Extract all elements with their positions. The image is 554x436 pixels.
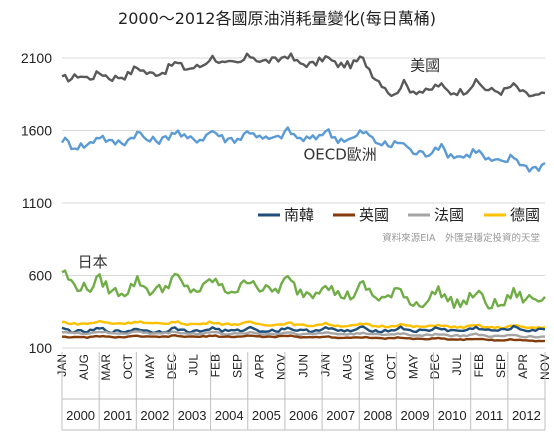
year-row: 2000 2001 2002 2003 2004 2005 2006 2007 2008 2009… bbox=[61, 352, 546, 431]
legend-label-france: 法國 bbox=[434, 206, 464, 224]
x-tick-label: OCT bbox=[121, 353, 135, 379]
x-tick-label: MAR bbox=[362, 354, 376, 381]
x-tick-label: APR bbox=[253, 354, 267, 379]
legend-label-uk: 英國 bbox=[359, 206, 389, 224]
y-tick-label: 1600 bbox=[21, 123, 52, 139]
x-tick-label: FEB bbox=[472, 354, 486, 377]
year-label: 2002 bbox=[140, 408, 169, 423]
year-label: 2006 bbox=[289, 408, 318, 423]
series-line-france bbox=[61, 330, 545, 339]
x-tick-label: DEC bbox=[428, 354, 442, 380]
x-tick-label: SEP bbox=[231, 354, 245, 378]
legend: 南韓 英國 法國 德國 bbox=[258, 206, 540, 224]
chart-title: 2000～2012各國原油消耗量變化(每日萬桶) bbox=[118, 9, 436, 28]
annotation-label: OECD歐洲 bbox=[304, 146, 377, 164]
year-label: 2007 bbox=[326, 408, 355, 423]
series-line-japan bbox=[61, 269, 546, 310]
series-line-germany bbox=[61, 319, 546, 330]
x-tick-label: JUL bbox=[450, 354, 464, 376]
x-tick-label: MAY bbox=[406, 354, 420, 379]
year-label: 2004 bbox=[215, 408, 244, 423]
year-label: 2000 bbox=[66, 408, 95, 423]
year-label: 2008 bbox=[363, 408, 392, 423]
x-axis: JAN AUG MAR OCT MAY DEC JUL FEB SEP APR NOV JUN JAN A… bbox=[55, 353, 552, 380]
legend-label-korea: 南韓 bbox=[284, 206, 314, 224]
x-tick-label: MAY bbox=[143, 354, 157, 379]
year-label: 2003 bbox=[178, 408, 207, 423]
x-tick-label: DEC bbox=[165, 354, 179, 380]
x-tick-label: JUN bbox=[297, 354, 311, 377]
gridlines bbox=[62, 57, 545, 349]
year-label: 2001 bbox=[103, 408, 132, 423]
x-tick-label: AUG bbox=[77, 354, 91, 380]
annotation-label: 日本 bbox=[78, 253, 108, 271]
x-tick-label: JAN bbox=[319, 354, 333, 377]
annotation-label: 美國 bbox=[410, 56, 440, 74]
year-label: 2010 bbox=[438, 408, 467, 423]
year-label: 2012 bbox=[512, 408, 541, 423]
x-tick-label: JUL bbox=[187, 354, 201, 376]
x-tick-label: OCT bbox=[384, 353, 398, 379]
y-tick-label: 600 bbox=[29, 268, 53, 284]
x-tick-label: APR bbox=[516, 354, 530, 379]
x-tick-label: MAR bbox=[99, 354, 113, 381]
series-line-korea bbox=[61, 324, 546, 335]
year-label: 2009 bbox=[401, 408, 430, 423]
y-axis-ticks: 100 600 1100 1600 2100 bbox=[21, 50, 52, 356]
y-tick-label: 1100 bbox=[22, 195, 52, 211]
year-label: 2005 bbox=[252, 408, 281, 423]
y-tick-label: 100 bbox=[29, 340, 53, 356]
source-note: 資料來源EIA 外匯是穩定投資的天堂 bbox=[382, 232, 540, 244]
year-label: 2011 bbox=[475, 408, 503, 423]
x-tick-label: SEP bbox=[494, 354, 508, 378]
y-tick-label: 2100 bbox=[21, 50, 52, 66]
x-tick-label: FEB bbox=[209, 354, 223, 377]
series-lines bbox=[60, 52, 546, 343]
legend-label-germany: 德國 bbox=[510, 206, 540, 224]
x-tick-label: NOV bbox=[275, 354, 289, 380]
series-line-us bbox=[61, 52, 546, 98]
x-tick-label: AUG bbox=[340, 354, 354, 380]
series-line-uk bbox=[62, 334, 546, 343]
series-line-oecd bbox=[60, 126, 546, 173]
